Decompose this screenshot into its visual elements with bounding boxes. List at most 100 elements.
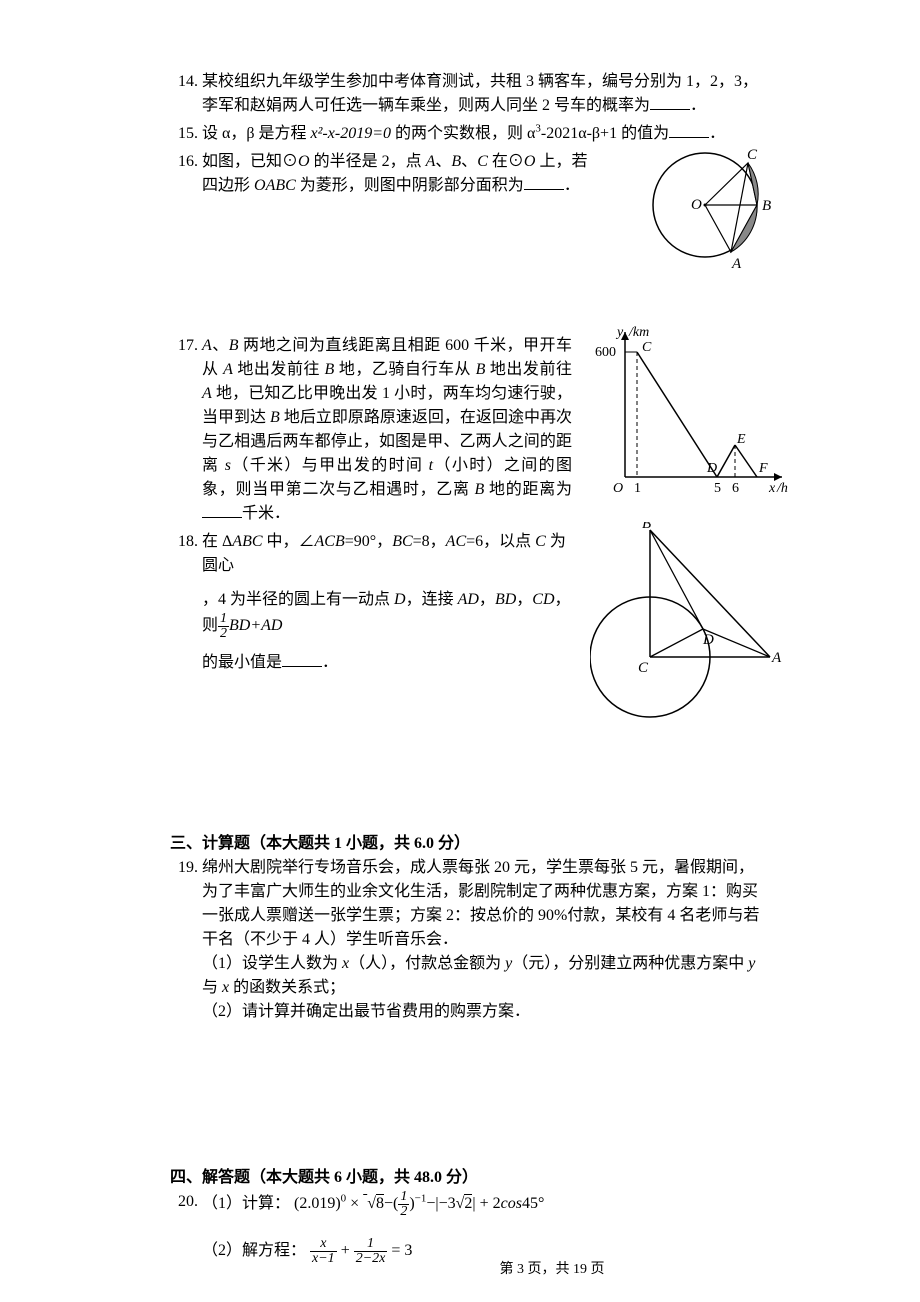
q16-fig-C: C [747, 147, 758, 163]
q16-l2a: 为菱形，则图中阴影部分面积为 [296, 177, 524, 194]
q17-figure: y /km 600 C E D F O 1 5 6 x /h [587, 322, 792, 505]
q15-prefix: 设 α，β 是方程 [202, 125, 311, 142]
q16-l2b: ． [564, 177, 580, 194]
q16-O2: O [524, 153, 536, 170]
q18-bd-ad: BD+AD [229, 617, 282, 634]
q16-B: B [451, 153, 461, 170]
q18-l3b: ． [322, 654, 338, 671]
q18-blank [282, 652, 322, 667]
exam-page: 14. 某校组织九年级学生参加中考体育测试，共租 3 辆客车，编号分别为 1，2… [0, 0, 920, 1302]
q18-frac-num: 1 [218, 612, 229, 627]
q19-body: 绵州大剧院举行专场音乐会，成人票每张 20 元，学生票每张 5 元，暑假期间，为… [202, 856, 762, 1024]
q18-number: 18. [170, 530, 198, 554]
q17-suffix: 千米． [242, 505, 290, 522]
q18-fig-B: B [642, 522, 651, 532]
section-4-heading: 四、解答题（本大题共 6 小题，共 48.0 分） [170, 1166, 770, 1190]
q20-f1n: x [310, 1237, 337, 1252]
q20-f2n: 1 [354, 1237, 388, 1252]
q16-l1e: 在⊙ [488, 153, 524, 170]
q16-O1: O [298, 153, 310, 170]
q18-svg: B A C D [590, 522, 790, 727]
q20-half-den: 2 [398, 1205, 409, 1219]
q17-blank [202, 503, 242, 518]
q19-p3: （2）请计算并确定出最节省费用的购票方案． [202, 1003, 530, 1020]
page-footer: 第 3 页，共 19 页 [0, 1259, 920, 1280]
q15-suffix: ． [709, 125, 725, 142]
q14-text: 某校组织九年级学生参加中考体育测试，共租 3 辆客车，编号分别为 1，2，3，李… [202, 70, 762, 118]
q17-F: F [758, 461, 768, 476]
spacer-2 [170, 734, 770, 824]
q17-number: 17. [170, 334, 198, 358]
q15-number: 15. [170, 122, 198, 146]
q17-E: E [736, 432, 746, 447]
q17-C: C [642, 340, 652, 355]
q14-number: 14. [170, 70, 198, 94]
q17-text: A、B 两地之间为直线距离且相距 600 千米，甲开车从 A 地出发前往 B 地… [202, 334, 572, 526]
q16-blank [524, 175, 564, 190]
q16-text: 如图，已知⊙O 的半径是 2，点 A、B、C 在⊙O 上，若四边形 OABC 为… [202, 150, 597, 198]
question-17: 17. A、B 两地之间为直线距离且相距 600 千米，甲开车从 A 地出发前往… [170, 334, 770, 526]
spacer-3 [170, 1028, 770, 1158]
q17-xlabel: x [768, 481, 776, 496]
q20-body: （1）计算： (2.019)0 × √8−(12)−1−|−3√2| + 2co… [202, 1190, 762, 1266]
q18-line1: 在 ΔABC 中，∠ACB=90°，BC=8，AC=6，以点 C 为圆心 [202, 533, 566, 574]
q19-number: 19. [170, 856, 198, 880]
q16-fig-B: B [762, 198, 771, 214]
q16-l1a: 如图，已知⊙ [202, 153, 298, 170]
q20-l1: （1）计算： (2.019)0 × √8−(12)−1−|−3√2| + 2co… [202, 1195, 544, 1212]
q16-A: A [426, 153, 436, 170]
q19-p1: 绵州大剧院举行专场音乐会，成人票每张 20 元，学生票每张 5 元，暑假期间，为… [202, 859, 759, 948]
q18-line2: ，4 为半径的圆上有一动点 D，连接 AD，BD，CD，则12BD+AD [202, 591, 571, 634]
q17-x5: 5 [714, 481, 721, 496]
q17-ylabel: y [615, 325, 624, 340]
q17-ymax: 600 [595, 345, 616, 360]
q16-fig-A: A [731, 256, 742, 272]
q16-svg: O C B A [635, 142, 780, 272]
q18-frac-den: 2 [218, 627, 229, 641]
q19-p2: （1）设学生人数为 x（人），付款总金额为 y（元），分别建立两种优惠方案中 y… [202, 955, 755, 996]
q20-l1a: （1）计算： [202, 1195, 290, 1212]
q16-l1c: 、 [435, 153, 451, 170]
q20-expr1: (2.019)0 × √8−(12)−1−|−3√2| + 2cos45° [294, 1195, 544, 1212]
q16-OABC: OABC [254, 177, 296, 194]
q16-l1b: 的半径是 2，点 [310, 153, 426, 170]
q18-figure: B A C D [590, 522, 790, 735]
q16-number: 16. [170, 150, 198, 174]
q15-mid2: -2021α-β+1 的值为 [541, 125, 669, 142]
question-20: 20. （1）计算： (2.019)0 × √8−(12)−1−|−3√2| +… [170, 1190, 770, 1266]
q20-half-num: 1 [398, 1190, 409, 1205]
q17-x6: 6 [732, 481, 739, 496]
q20-expr2: xx−1 + 12−2x = 3 [310, 1242, 412, 1259]
q16-l1d: 、 [461, 153, 477, 170]
q20-eq: = 3 [387, 1242, 412, 1259]
q20-l2: （2）解方程： xx−1 + 12−2x = 3 [202, 1242, 412, 1259]
q17-x1: 1 [634, 481, 641, 496]
question-16: 16. 如图，已知⊙O 的半径是 2，点 A、B、C 在⊙O 上，若四边形 OA… [170, 150, 770, 280]
q18-line3: 的最小值是 ． [202, 654, 338, 671]
q16-C: C [477, 153, 488, 170]
q17-O: O [613, 481, 623, 496]
q14-text-b: ． [690, 97, 706, 114]
question-14: 14. 某校组织九年级学生参加中考体育测试，共租 3 辆客车，编号分别为 1，2… [170, 70, 770, 118]
question-18: 18. 在 ΔABC 中，∠ACB=90°，BC=8，AC=6，以点 C 为圆心… [170, 530, 770, 730]
question-19: 19. 绵州大剧院举行专场音乐会，成人票每张 20 元，学生票每张 5 元，暑假… [170, 856, 770, 1024]
q18-fig-D: D [702, 632, 714, 648]
q14-blank [650, 95, 690, 110]
q17-yunit: /km [628, 325, 649, 340]
q18-text: 在 ΔABC 中，∠ACB=90°，BC=8，AC=6，以点 C 为圆心 ，4 … [202, 530, 572, 675]
q16-figure: O C B A [635, 142, 780, 280]
q18-l3a: 的最小值是 [202, 654, 282, 671]
q18-fig-C: C [638, 660, 649, 676]
q18-fig-A: A [771, 650, 782, 666]
q20-l2a: （2）解方程： [202, 1242, 306, 1259]
section-3-heading: 三、计算题（本大题共 1 小题，共 6.0 分） [170, 832, 770, 856]
q16-fig-O: O [691, 197, 702, 213]
q17-svg: y /km 600 C E D F O 1 5 6 x /h [587, 322, 792, 497]
q15-blank [669, 123, 709, 138]
q17-D: D [706, 461, 717, 476]
q20-number: 20. [170, 1190, 198, 1214]
q15-mid: 的两个实数根，则 α [391, 125, 535, 142]
q17-xunit: /h [776, 481, 788, 496]
q20-plus: + [337, 1242, 354, 1259]
q15-equation: x²-x-2019=0 [311, 125, 391, 142]
